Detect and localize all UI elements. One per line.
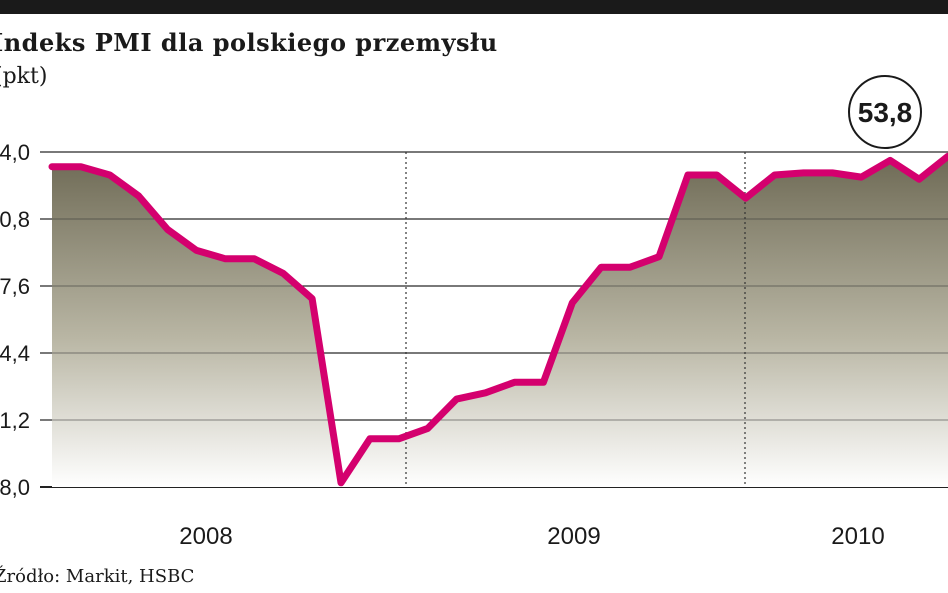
value-callout: 53,8	[848, 75, 922, 149]
y-tick-label-3: 47,6	[0, 274, 30, 299]
series-line	[48, 152, 948, 487]
year-separators	[405, 152, 746, 487]
callout-label: 53,8	[858, 97, 913, 128]
y-tick-label-0: 38,0	[0, 475, 30, 500]
source-note: Źródło: Markit, HSBC	[0, 566, 195, 587]
area-path	[52, 156, 948, 487]
y-tick-label-2: 44,4	[0, 341, 30, 366]
chart-title: Indeks PMI dla polskiego przemysłu	[0, 28, 498, 57]
x-label-2009: 2009	[547, 523, 600, 550]
x-label-2008: 2008	[179, 523, 232, 550]
x-axis-labels: 2008 2009 2010	[179, 523, 884, 550]
y-axis-ticks: 38,0 41,2 44,4 47,6 50,8 54,0	[0, 140, 30, 500]
y-tick-label-1: 41,2	[0, 408, 30, 433]
y-tick-label-4: 50,8	[0, 207, 30, 232]
callout-circle	[848, 75, 922, 149]
x-label-2010: 2010	[831, 523, 884, 550]
pmi-line	[48, 152, 948, 487]
chart-unit-label: (pkt)	[0, 64, 48, 89]
top-black-bar	[0, 0, 948, 14]
area-fill	[40, 151, 948, 487]
y-tick-label-5: 54,0	[0, 140, 30, 165]
